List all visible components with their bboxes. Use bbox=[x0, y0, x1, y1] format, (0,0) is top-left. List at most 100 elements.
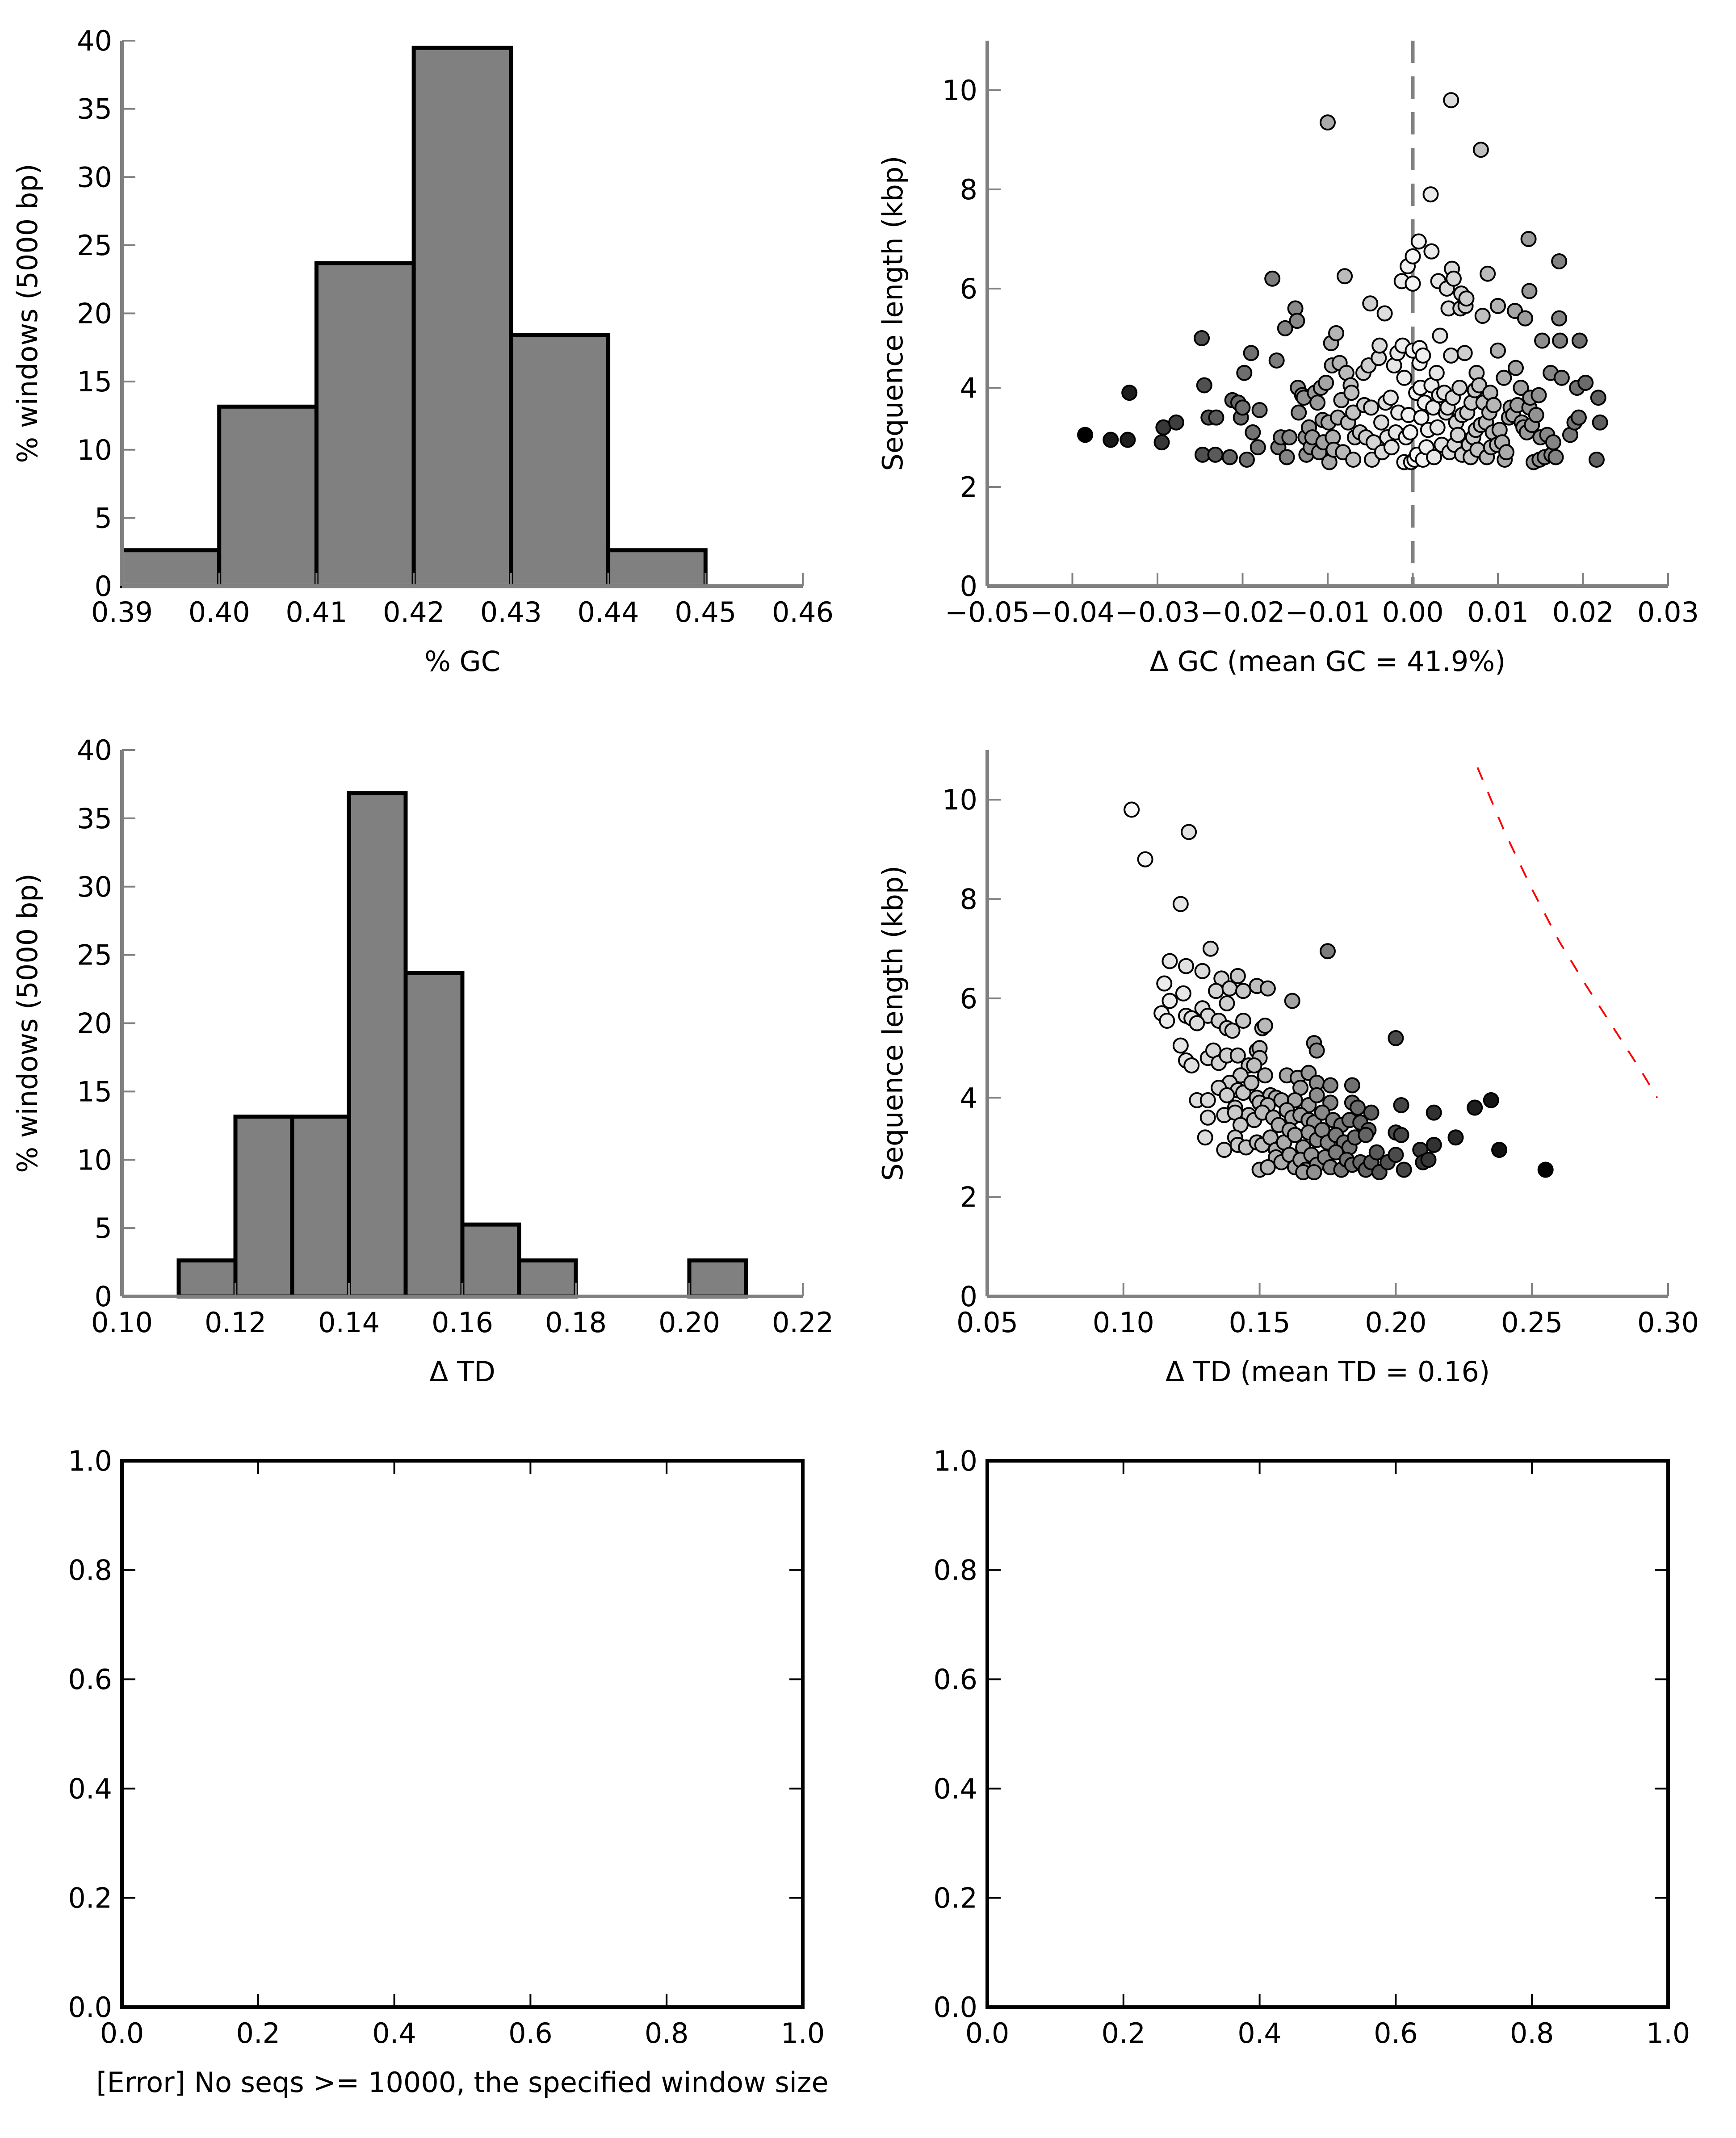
x-axis-label: [Error] No seqs >= 10000, the specified … bbox=[96, 2066, 828, 2099]
data-point bbox=[1428, 365, 1445, 381]
data-point bbox=[1264, 270, 1281, 287]
data-point bbox=[1251, 402, 1268, 418]
x-tick-label: 0.14 bbox=[318, 1306, 380, 1339]
data-point bbox=[1388, 1030, 1404, 1046]
data-point bbox=[1320, 943, 1336, 960]
data-point bbox=[1474, 308, 1491, 324]
data-point bbox=[1480, 265, 1496, 282]
y-axis-label: % windows (5000 bp) bbox=[11, 163, 44, 463]
data-point bbox=[1257, 1067, 1273, 1084]
data-point bbox=[1172, 1037, 1189, 1054]
y-tick-label: 20 bbox=[77, 298, 112, 330]
data-point bbox=[1289, 313, 1305, 329]
data-point bbox=[1279, 449, 1295, 465]
histogram-bar bbox=[120, 548, 222, 588]
data-point bbox=[1232, 1067, 1249, 1084]
y-axis-label: Sequence length (kbp) bbox=[876, 156, 909, 471]
data-point bbox=[1383, 439, 1400, 456]
data-point bbox=[1547, 449, 1564, 465]
y-tick-label: 30 bbox=[77, 871, 112, 903]
data-point bbox=[1284, 993, 1300, 1009]
data-point bbox=[1308, 1042, 1325, 1059]
data-point bbox=[1447, 1129, 1464, 1146]
data-point bbox=[1498, 444, 1515, 461]
x-tick-label: −0.05 bbox=[945, 596, 1030, 629]
y-tick-label: 0 bbox=[960, 1280, 977, 1313]
data-point bbox=[1371, 337, 1388, 354]
data-point bbox=[1189, 1015, 1205, 1031]
x-tick-label: 0.41 bbox=[285, 596, 347, 629]
data-point bbox=[1246, 1057, 1262, 1074]
y-tick-label: 20 bbox=[77, 1007, 112, 1040]
data-point bbox=[1257, 1018, 1273, 1034]
data-point bbox=[1456, 345, 1473, 361]
data-point bbox=[1426, 1136, 1442, 1153]
data-point bbox=[1429, 419, 1446, 436]
data-point bbox=[1120, 432, 1136, 448]
y-tick-label: 6 bbox=[960, 272, 977, 305]
data-point bbox=[1472, 142, 1489, 158]
y-tick-label: 0.0 bbox=[68, 1991, 112, 2024]
x-tick-label: 0.0 bbox=[965, 2017, 1010, 2050]
histogram-bar bbox=[314, 261, 416, 588]
y-tick-label: 35 bbox=[77, 93, 112, 126]
data-point bbox=[1318, 374, 1334, 391]
data-point bbox=[1420, 1152, 1437, 1168]
data-point bbox=[1362, 295, 1379, 312]
x-tick-label: 0.4 bbox=[372, 2017, 416, 2050]
x-tick-label: 0.30 bbox=[1637, 1306, 1699, 1339]
threshold-curve bbox=[1476, 767, 1658, 1098]
y-tick-label: 5 bbox=[95, 502, 112, 534]
data-point bbox=[1291, 404, 1307, 421]
data-point bbox=[1202, 940, 1219, 957]
x-axis-label: % GC bbox=[424, 645, 500, 678]
data-point bbox=[1458, 290, 1475, 307]
histogram-bar bbox=[233, 1115, 294, 1299]
y-tick-label: 0.4 bbox=[68, 1773, 112, 1805]
x-tick-label: 0.00 bbox=[1382, 596, 1443, 629]
x-tick-label: 0.22 bbox=[772, 1306, 834, 1339]
y-tick-label: 40 bbox=[77, 734, 112, 767]
data-point bbox=[1259, 980, 1276, 997]
data-point bbox=[1208, 983, 1224, 999]
data-point bbox=[1236, 365, 1253, 381]
data-point bbox=[1314, 1104, 1330, 1121]
x-tick-label: 0.42 bbox=[383, 596, 444, 629]
data-point bbox=[1521, 283, 1538, 299]
x-tick-label: 0.02 bbox=[1552, 596, 1614, 629]
y-tick-label: 10 bbox=[77, 434, 112, 466]
data-point bbox=[1528, 407, 1544, 423]
data-point bbox=[1393, 1127, 1409, 1143]
y-tick-label: 30 bbox=[77, 161, 112, 193]
y-tick-label: 0.8 bbox=[933, 1554, 977, 1587]
y-tick-label: 2 bbox=[960, 1181, 977, 1214]
x-tick-label: 0.2 bbox=[1101, 2017, 1145, 2050]
data-point bbox=[1490, 298, 1506, 314]
y-tick-label: 4 bbox=[960, 1082, 977, 1114]
x-tick-label: 0.12 bbox=[205, 1306, 266, 1339]
data-point bbox=[1181, 824, 1197, 840]
x-tick-label: 0.43 bbox=[480, 596, 542, 629]
y-tick-label: 15 bbox=[77, 365, 112, 398]
x-tick-label: 0.8 bbox=[645, 2017, 689, 2050]
data-point bbox=[1422, 186, 1439, 203]
data-point bbox=[1235, 1012, 1252, 1029]
data-point bbox=[1363, 1104, 1380, 1121]
y-tick-label: 1.0 bbox=[68, 1445, 112, 1477]
x-tick-label: 0.15 bbox=[1229, 1306, 1291, 1339]
data-point bbox=[1382, 390, 1399, 406]
data-point bbox=[1156, 975, 1173, 992]
y-axis-label: % windows (5000 bp) bbox=[11, 873, 44, 1173]
x-tick-label: −0.02 bbox=[1200, 596, 1285, 629]
data-point bbox=[1344, 1077, 1360, 1094]
data-point bbox=[1221, 980, 1238, 997]
data-point bbox=[1268, 352, 1285, 369]
data-point bbox=[1376, 305, 1393, 322]
data-point bbox=[1183, 1057, 1200, 1074]
data-point bbox=[1309, 394, 1326, 411]
y-tick-label: 25 bbox=[77, 229, 112, 262]
data-point bbox=[1517, 310, 1533, 327]
data-point bbox=[1363, 399, 1380, 416]
x-tick-label: 0.4 bbox=[1237, 2017, 1282, 2050]
x-tick-label: 0.25 bbox=[1501, 1306, 1563, 1339]
